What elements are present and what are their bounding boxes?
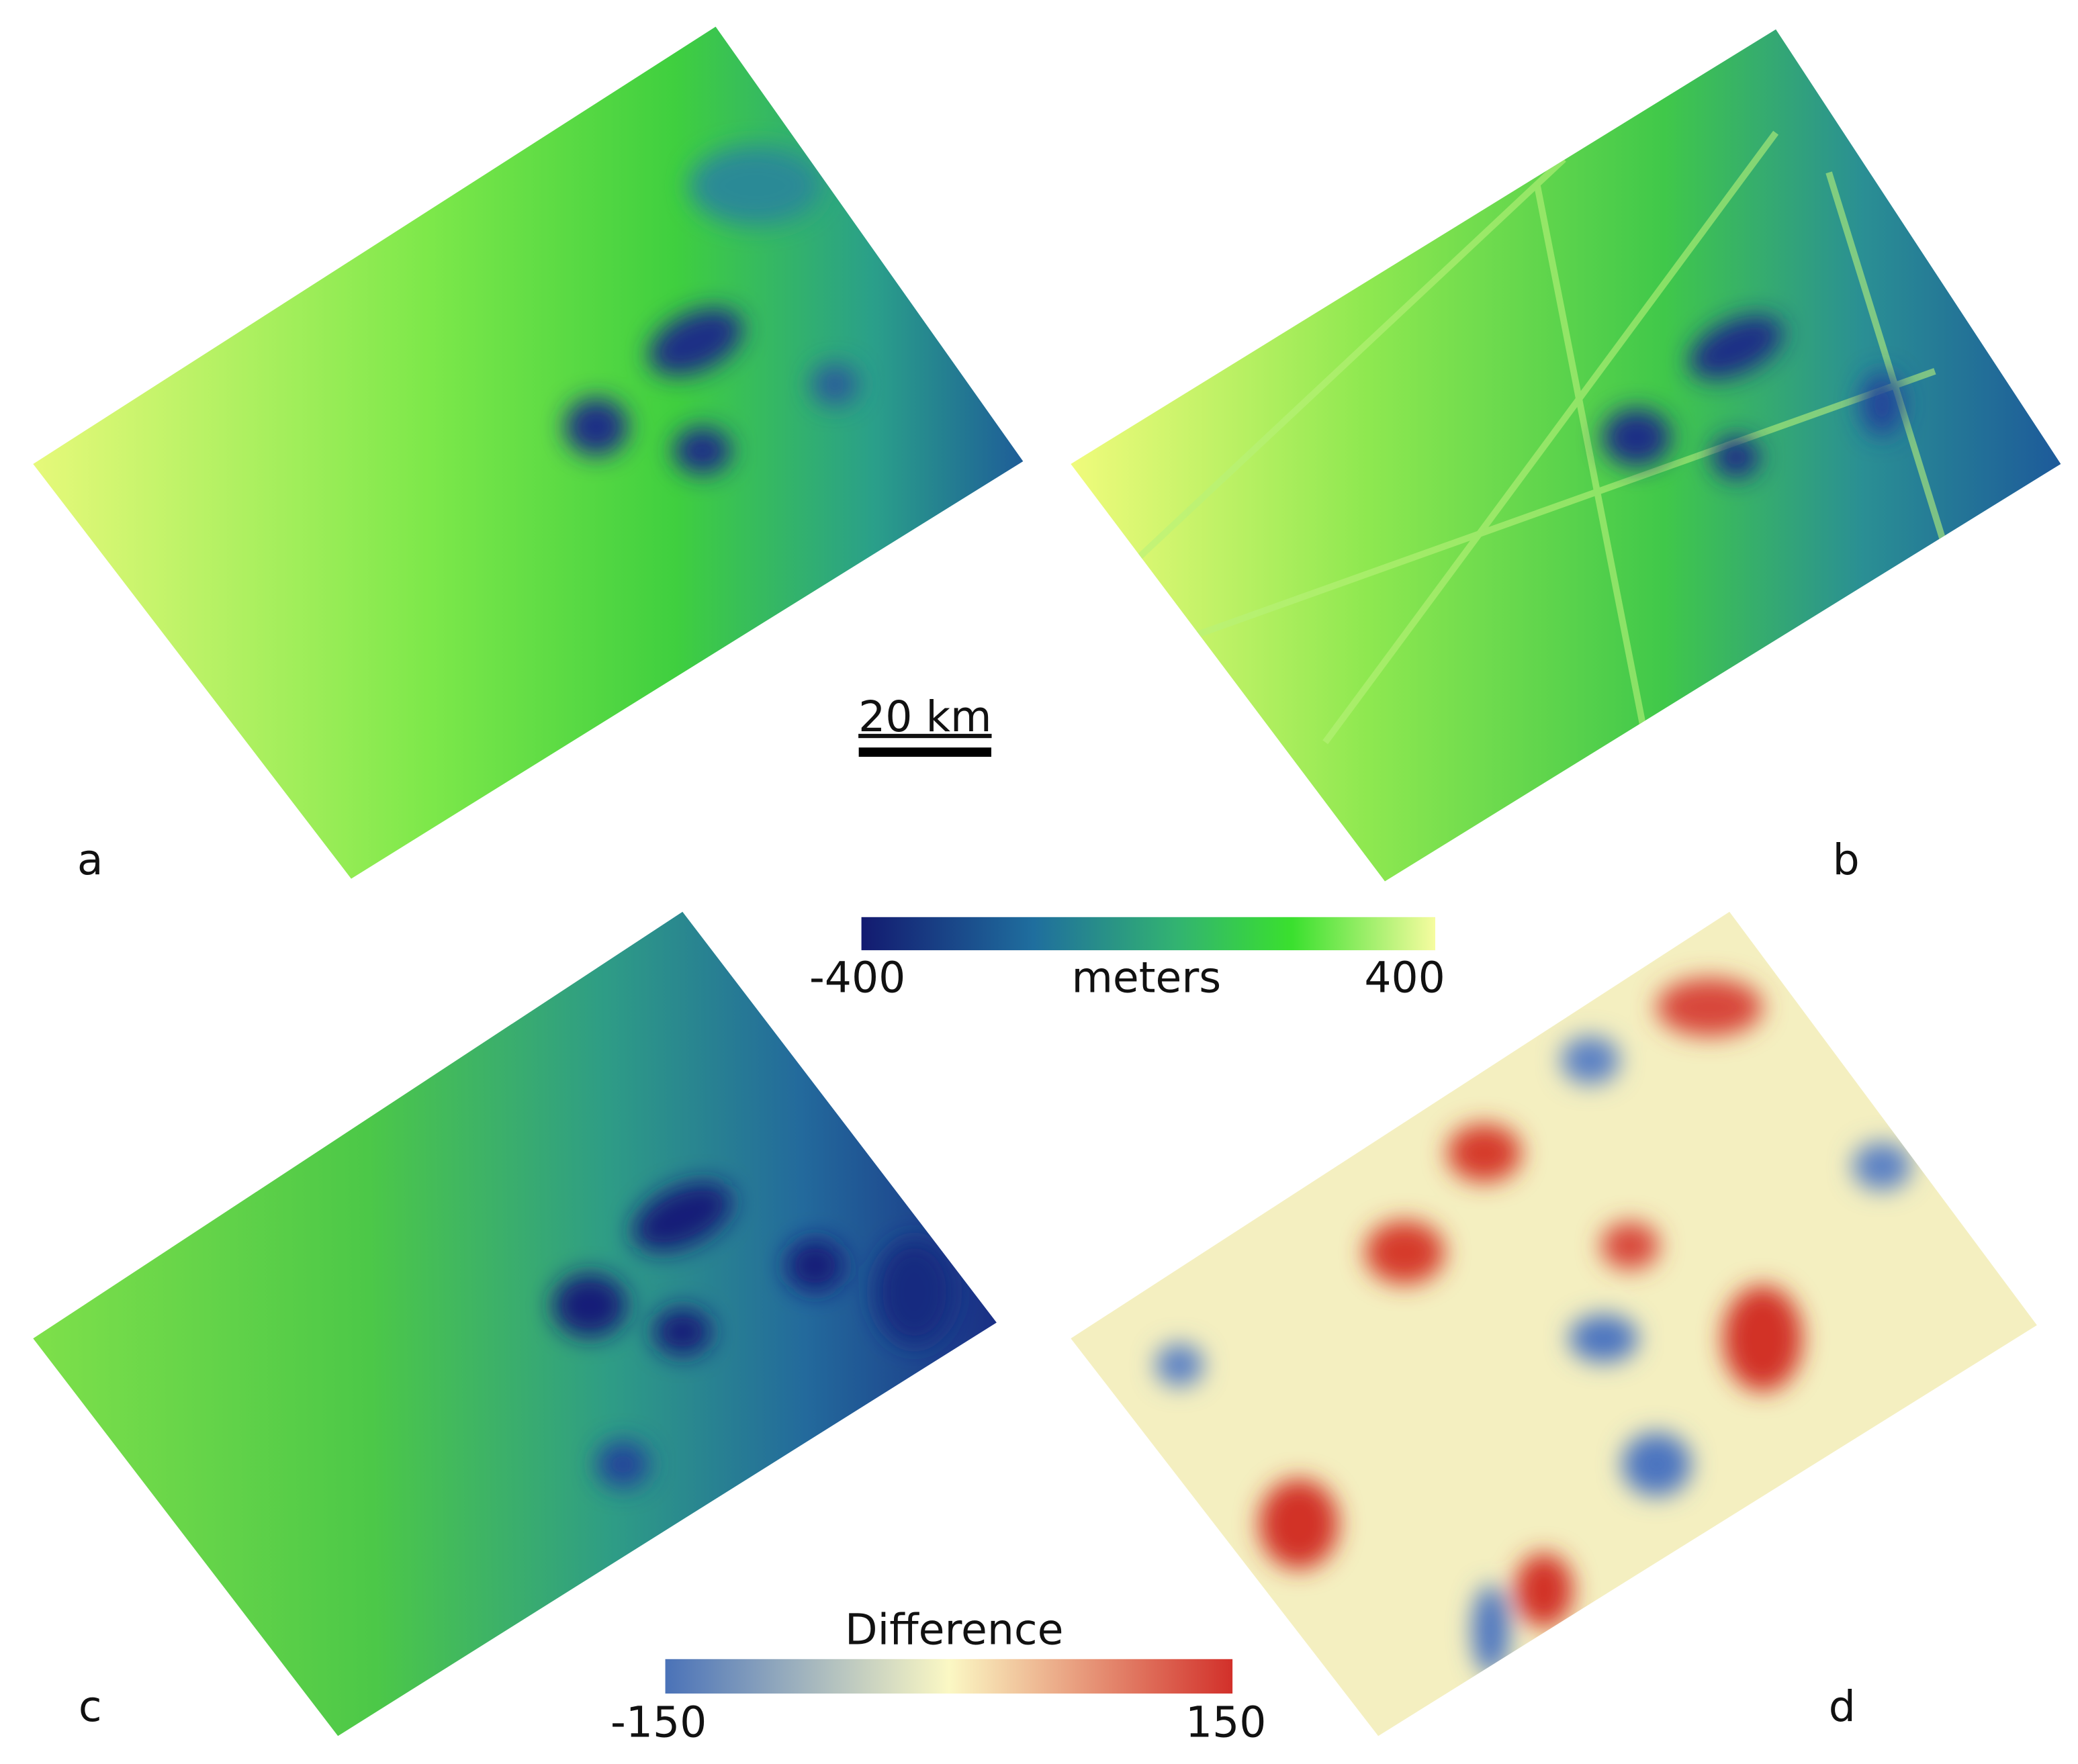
depression [653,1307,712,1356]
depression [648,308,743,376]
terrain [33,911,997,1736]
ridge [1137,156,1566,559]
panel-label: b [1833,835,1860,884]
colorbar-max-label: 150 [1185,1698,1267,1747]
depression [874,1239,954,1346]
colorbar-min-label: -150 [611,1698,707,1747]
positive-blob [1515,1552,1574,1628]
difference-colorbar [665,1659,1233,1694]
panel-label: d [1829,1681,1856,1731]
depression [552,1273,627,1338]
depression [1602,408,1672,467]
depression [1712,436,1760,479]
terrain [1071,29,2061,882]
ridge [1534,185,1660,796]
colorbar-min-label: -400 [809,953,905,1003]
colorbar-title: Difference [845,1604,1063,1654]
ridges [1137,130,1952,796]
depression [1860,372,1903,436]
depression [564,398,629,457]
panel-a-map [33,26,1024,879]
ridge [1825,171,1952,558]
colorbar-max-label: 400 [1364,953,1445,1003]
depression [596,1440,649,1489]
terrain [33,26,1024,879]
difference-blobs [1155,978,1911,1675]
negative-blob [1155,1344,1204,1387]
scale-bar-label: 20 km [858,692,991,741]
depressions [552,1182,954,1489]
panel-label: a [77,835,103,884]
panel-d-map [1071,911,2037,1736]
depression [811,363,859,406]
elevation-colorbar [861,917,1435,951]
negative-blob [1472,1585,1510,1675]
panel-c-map [33,911,997,1736]
panel-label: c [79,1681,102,1731]
positive-blob [1259,1479,1339,1569]
depression [1688,315,1783,380]
negative-blob [1622,1432,1691,1497]
positive-blob [1723,1285,1803,1392]
ridge [1191,368,1936,640]
depression [673,426,732,475]
positive-blob [1600,1221,1660,1270]
depression [633,1182,733,1252]
colorbar-title: meters [1071,953,1221,1003]
scale-bar [858,747,991,757]
negative-blob [1561,1036,1620,1084]
depression [786,1239,844,1293]
depression [689,146,822,226]
positive-blob [1656,978,1763,1037]
negative-blob [1852,1142,1911,1191]
positive-blob [1365,1220,1445,1285]
depressions [1602,315,1903,479]
positive-blob [1447,1123,1522,1182]
panel-b-map [1071,29,2061,882]
negative-blob [1569,1314,1638,1362]
depressions [564,146,859,475]
ridge [1322,130,1779,745]
